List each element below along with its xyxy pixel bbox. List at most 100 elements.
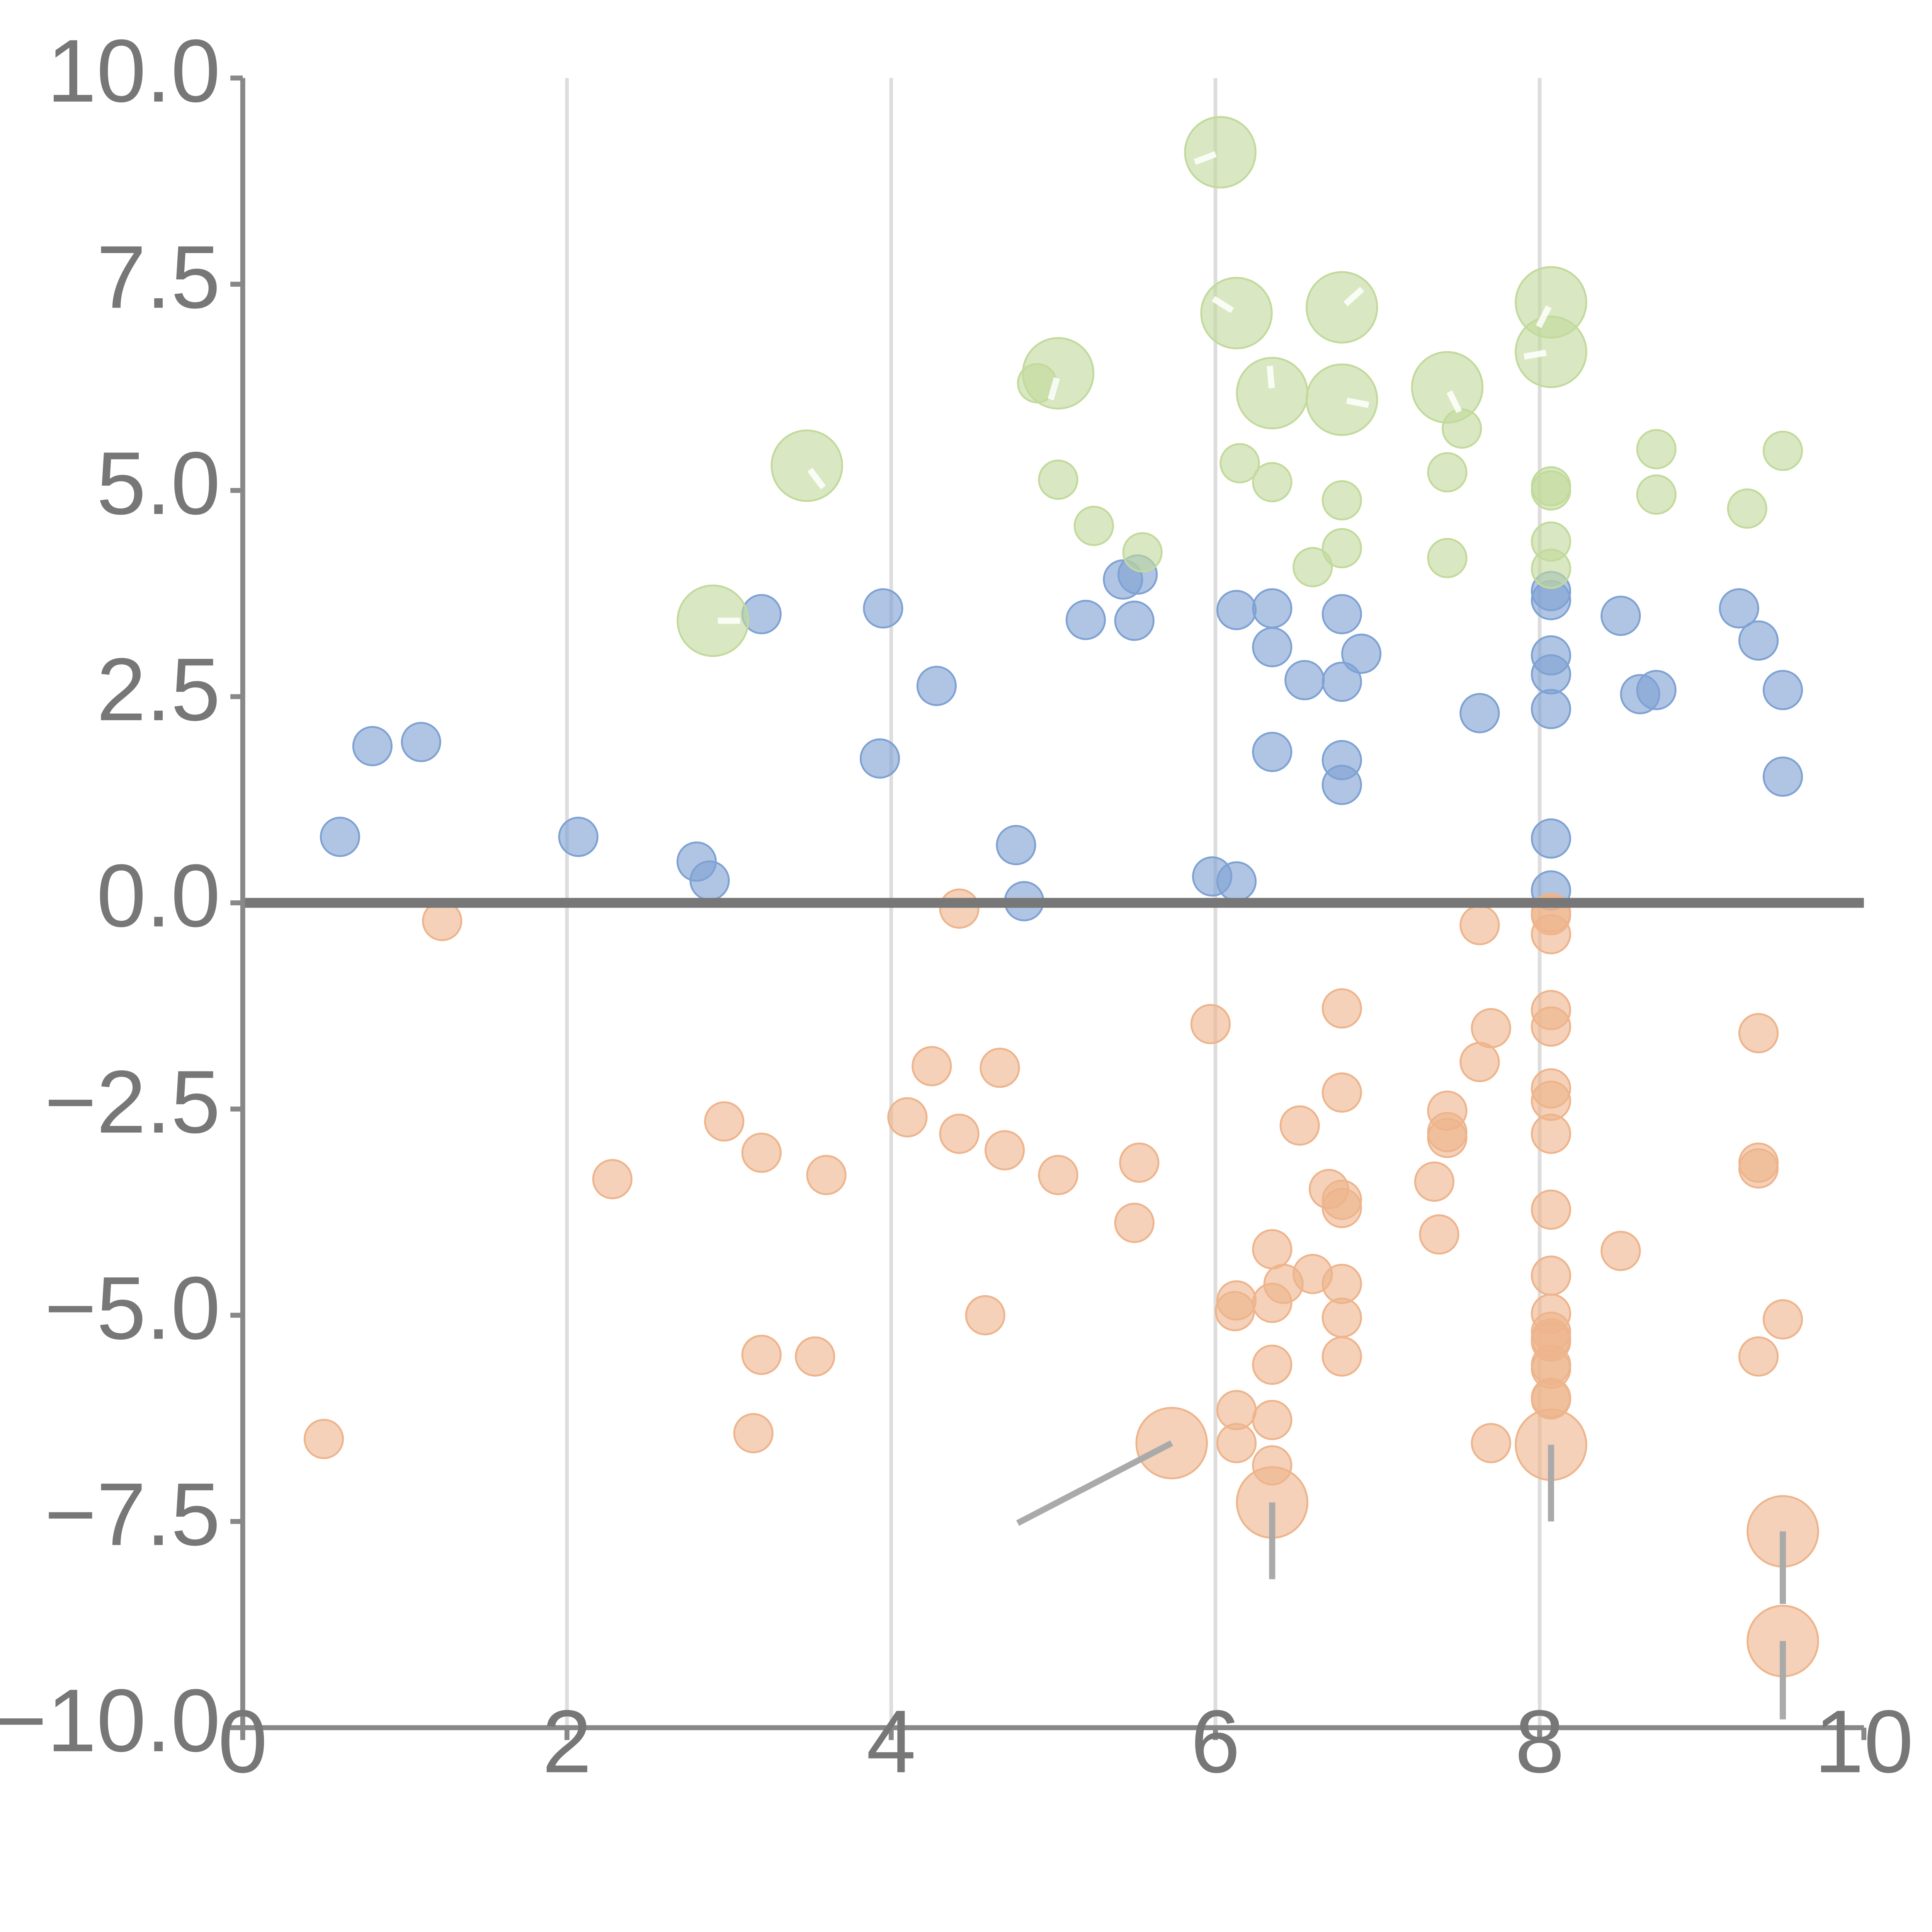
bubble-highlight bbox=[1212, 296, 1234, 313]
bubble bbox=[1531, 689, 1571, 729]
bubble bbox=[985, 1130, 1025, 1171]
bubble bbox=[1321, 662, 1362, 702]
bubble bbox=[704, 1101, 745, 1142]
bubble bbox=[1531, 470, 1571, 511]
bubble bbox=[1427, 538, 1468, 578]
bubble bbox=[1531, 818, 1571, 859]
y-tick-label: 7.5 bbox=[97, 227, 221, 327]
bubble bbox=[1427, 1117, 1468, 1158]
bubble bbox=[1531, 1255, 1571, 1296]
bubble bbox=[1459, 693, 1500, 733]
bubble bbox=[401, 722, 441, 762]
bubble bbox=[1636, 670, 1677, 710]
bubble-highlight bbox=[1267, 366, 1275, 389]
bubble bbox=[887, 1097, 928, 1138]
y-tick-label: 5.0 bbox=[97, 433, 221, 533]
bubble bbox=[1293, 547, 1333, 587]
series-orange bbox=[303, 888, 1819, 1677]
bubble-highlight bbox=[807, 468, 826, 490]
series-green bbox=[677, 116, 1803, 657]
bubble-large bbox=[1306, 363, 1378, 436]
bubble bbox=[1419, 1214, 1459, 1255]
bubble bbox=[592, 1159, 633, 1199]
bubble bbox=[1459, 905, 1500, 946]
bubble bbox=[1065, 600, 1106, 640]
x-tick-label: 2 bbox=[542, 1692, 592, 1791]
bubble-large bbox=[1022, 337, 1095, 410]
y-tick-label: 0.0 bbox=[97, 845, 221, 945]
bubble bbox=[1321, 1188, 1362, 1228]
bubble bbox=[1038, 1155, 1078, 1196]
bubble bbox=[741, 1335, 782, 1375]
x-tick-label: 10 bbox=[1814, 1692, 1913, 1791]
bubble-highlight bbox=[1346, 398, 1369, 408]
series-blue bbox=[320, 554, 1803, 922]
bubble-large bbox=[1515, 315, 1587, 388]
bubble bbox=[965, 1295, 1005, 1335]
label-connectors bbox=[1016, 1440, 1786, 1719]
bubble bbox=[320, 816, 361, 857]
bubble bbox=[996, 825, 1036, 866]
bubble bbox=[741, 1133, 782, 1173]
bubble bbox=[1531, 654, 1571, 695]
bubble bbox=[1531, 1114, 1571, 1154]
bubble bbox=[1762, 756, 1803, 797]
bubble-large bbox=[1200, 277, 1273, 350]
bubble bbox=[1252, 462, 1293, 502]
bubble bbox=[1321, 988, 1362, 1029]
bubble bbox=[1252, 627, 1293, 667]
bubble bbox=[1636, 474, 1677, 515]
bubble bbox=[1114, 1202, 1155, 1243]
bubble bbox=[1427, 452, 1468, 493]
connector-line bbox=[1016, 1440, 1173, 1526]
bubble bbox=[1216, 861, 1257, 902]
bubble-highlight bbox=[1446, 390, 1462, 413]
bubble bbox=[1219, 443, 1260, 483]
bubble bbox=[1321, 1336, 1362, 1377]
bubble bbox=[689, 860, 730, 901]
bubble bbox=[1216, 590, 1257, 630]
bubble-highlight bbox=[1194, 151, 1217, 165]
bubble bbox=[1216, 1280, 1257, 1321]
bubble-highlight bbox=[1048, 377, 1060, 401]
bubble-highlight bbox=[1524, 349, 1547, 360]
bubble bbox=[352, 726, 393, 767]
bubble bbox=[1738, 1148, 1779, 1189]
bubble bbox=[1762, 1299, 1803, 1340]
bubble bbox=[1252, 1400, 1293, 1440]
bubble bbox=[1321, 1264, 1362, 1304]
bubble bbox=[1762, 670, 1803, 710]
bubble bbox=[1531, 1189, 1571, 1230]
bubble bbox=[1321, 765, 1362, 805]
bubble bbox=[1719, 588, 1759, 629]
bubble bbox=[1252, 588, 1293, 629]
bubble bbox=[1190, 1004, 1231, 1044]
bubble bbox=[1738, 1013, 1779, 1053]
bubble bbox=[1321, 1298, 1362, 1338]
bubble bbox=[980, 1048, 1020, 1088]
bubble bbox=[916, 666, 957, 706]
bubble bbox=[1531, 914, 1571, 954]
x-tick-label: 4 bbox=[866, 1692, 916, 1791]
bubble bbox=[1471, 1008, 1511, 1049]
x-tick-label: 0 bbox=[218, 1692, 267, 1791]
y-tick-label: −10.0 bbox=[0, 1670, 221, 1770]
bubble bbox=[1252, 731, 1293, 772]
bubble bbox=[1321, 594, 1362, 634]
bubble bbox=[795, 1336, 835, 1377]
bubble bbox=[806, 1155, 847, 1196]
bubble bbox=[1321, 1072, 1362, 1113]
bubble bbox=[939, 888, 980, 929]
bubble-large bbox=[770, 429, 843, 502]
bubble bbox=[303, 1418, 344, 1459]
bubble bbox=[1073, 505, 1114, 546]
bubble-large bbox=[1411, 351, 1484, 424]
bubble bbox=[1738, 620, 1779, 661]
bubble bbox=[859, 738, 900, 779]
bubble bbox=[1284, 660, 1325, 701]
bubble-highlight bbox=[1536, 305, 1552, 328]
bubble bbox=[939, 1114, 980, 1154]
bubble-highlight bbox=[1343, 287, 1364, 306]
bubble bbox=[1038, 459, 1078, 500]
bubble bbox=[1471, 1423, 1511, 1463]
